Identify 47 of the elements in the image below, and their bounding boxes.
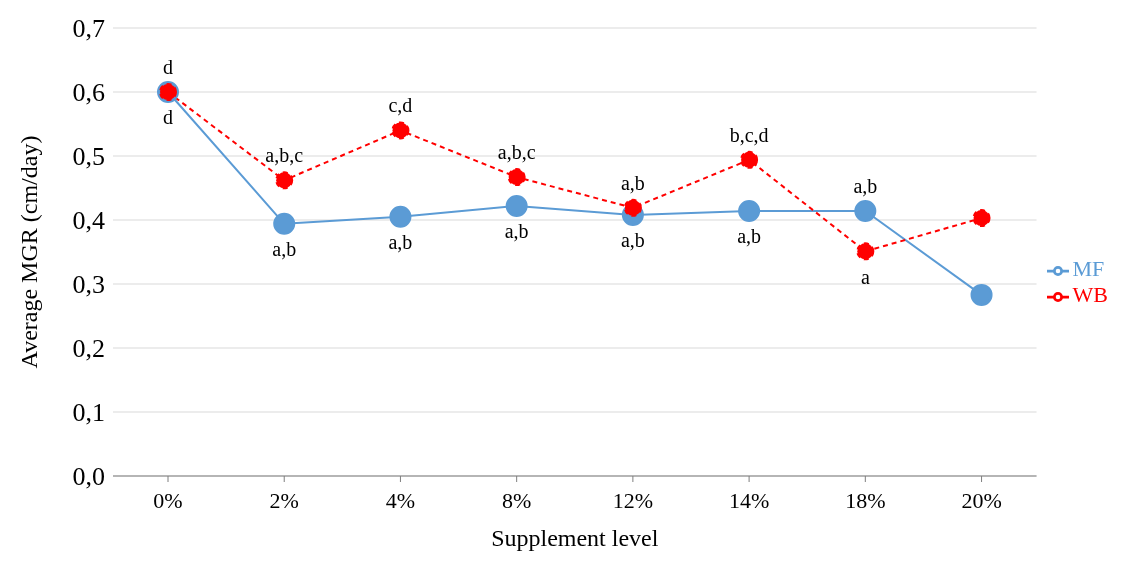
y-tick-label: 0,6 bbox=[72, 78, 105, 108]
annotation: a,b,c bbox=[497, 141, 536, 164]
point bbox=[856, 242, 875, 261]
x-axis-title: Supplement level bbox=[491, 525, 659, 551]
annotation: a,b bbox=[504, 220, 529, 243]
annotation: a,b,c bbox=[265, 144, 304, 167]
y-tick-label: 0,4 bbox=[72, 206, 105, 236]
annotation: a,b bbox=[388, 231, 413, 253]
annotation: b,c,d bbox=[729, 123, 769, 146]
x-tick-label: 20% bbox=[961, 487, 1002, 513]
point bbox=[738, 200, 761, 223]
annotation: a,b bbox=[737, 225, 762, 248]
y-tick-label: 0,3 bbox=[72, 270, 105, 300]
annotation: c,d bbox=[388, 94, 413, 117]
y-tick-label: 0,0 bbox=[72, 462, 105, 492]
point bbox=[623, 198, 642, 217]
annotation: a,b bbox=[620, 171, 645, 194]
legend-label: WB bbox=[1072, 282, 1108, 307]
point bbox=[391, 121, 410, 140]
x-tick-label: 12% bbox=[612, 487, 654, 513]
point bbox=[273, 212, 296, 235]
y-tick-label: 0,5 bbox=[72, 142, 105, 172]
annotation: a bbox=[860, 265, 870, 288]
annotation: d bbox=[163, 106, 173, 129]
annotation: a,b bbox=[853, 175, 878, 198]
x-tick-label: 4% bbox=[385, 487, 416, 513]
annotation: a,b bbox=[620, 229, 645, 252]
x-tick-label: 18% bbox=[845, 487, 886, 513]
point bbox=[970, 283, 993, 306]
y-tick-label: 0,1 bbox=[72, 398, 105, 428]
point bbox=[854, 200, 877, 223]
y-axis-title: Average MGR (cm/day) bbox=[15, 135, 42, 369]
x-tick-label: 8% bbox=[502, 487, 532, 513]
x-tick-label: 0% bbox=[153, 487, 183, 513]
point bbox=[505, 194, 528, 217]
point bbox=[275, 171, 294, 190]
point bbox=[972, 209, 991, 228]
annotation: d bbox=[163, 56, 173, 78]
point bbox=[507, 168, 526, 187]
point bbox=[389, 205, 412, 228]
legend-label: MF bbox=[1072, 256, 1105, 281]
y-tick-label: 0,7 bbox=[72, 14, 105, 44]
y-tick-label: 0,2 bbox=[72, 334, 105, 364]
point bbox=[740, 150, 759, 169]
x-tick-label: 14% bbox=[728, 487, 770, 513]
annotation: a,b bbox=[272, 238, 297, 261]
x-tick-label: 2% bbox=[269, 487, 299, 513]
